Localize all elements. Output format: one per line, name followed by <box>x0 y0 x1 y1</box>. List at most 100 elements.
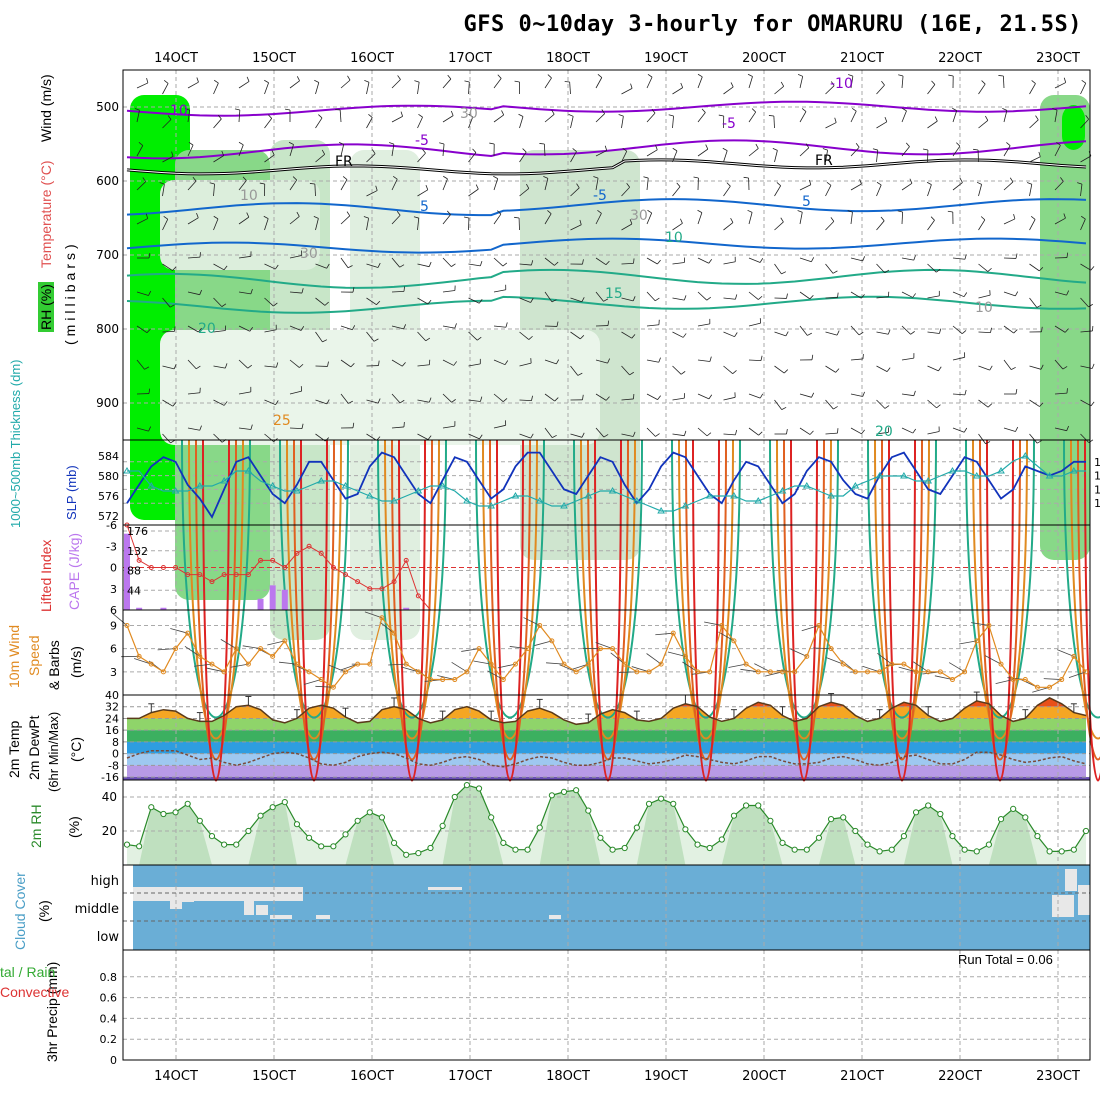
wind-barb <box>1029 297 1038 308</box>
wind-barb-flag <box>443 175 448 180</box>
rh2m-marker <box>645 800 653 807</box>
wind-barb-flag <box>1014 291 1019 297</box>
wind-barb-flag <box>859 179 862 185</box>
wind-barb <box>1029 219 1036 231</box>
li-marker <box>160 565 166 570</box>
wind-barb <box>952 393 965 396</box>
wind-barb-flag <box>822 148 828 151</box>
wind-barb-flag <box>964 254 967 260</box>
rh2m-marker <box>597 834 604 841</box>
wind10-barb <box>134 658 152 665</box>
temp2m-units: (°C) <box>68 736 84 762</box>
wind-barb <box>774 85 784 95</box>
wind-barb <box>748 212 753 225</box>
wind-barb <box>850 393 863 397</box>
wind-barb <box>672 262 685 265</box>
wind-barb-flag <box>1035 115 1039 121</box>
wind-barb-flag <box>1090 401 1095 407</box>
wind-barb <box>238 391 251 395</box>
wind-barb <box>774 399 783 410</box>
wind-barb-flag <box>342 176 348 180</box>
wind-barb <box>493 289 506 293</box>
wind-barb <box>1029 365 1042 370</box>
wind10-barb <box>958 640 977 645</box>
wind-barb-flag <box>422 148 426 154</box>
wind-barb <box>213 184 215 197</box>
wind-barb <box>1054 181 1064 191</box>
top-date-tick: 18OCT <box>546 51 590 66</box>
wind-barb <box>595 257 607 266</box>
wind-barb-flag <box>148 290 152 296</box>
wind-barb <box>646 212 653 225</box>
thickness-marker <box>123 467 131 474</box>
wind-barb <box>544 257 555 266</box>
wind-barb-flag <box>985 115 989 121</box>
li-marker <box>197 572 203 578</box>
thickness-marker <box>900 472 908 479</box>
wind10-marker <box>343 669 349 675</box>
wind10-marker <box>949 677 955 683</box>
rh2m-marker <box>864 841 871 848</box>
warm-plume <box>881 439 923 761</box>
wind-barb <box>672 331 684 338</box>
wind-barb-flag <box>413 216 419 219</box>
wind-barb <box>136 218 148 225</box>
wind-barb-flag <box>913 390 916 396</box>
temp-contour <box>126 198 1087 217</box>
rh-ytick: 20 <box>102 824 117 838</box>
wind-barb-flag <box>192 176 197 182</box>
wind-barb <box>697 291 708 301</box>
wind10-marker <box>695 669 701 675</box>
wind-barb <box>238 81 250 89</box>
thickness-marker <box>1045 472 1054 479</box>
wind-barb <box>543 143 546 157</box>
wind-barb <box>442 115 454 123</box>
warm-plume <box>489 439 531 761</box>
wind-barb-flag <box>514 216 520 219</box>
dewpt2m-line <box>126 749 1087 768</box>
wind-barb-flag <box>1077 182 1083 185</box>
wind-barb <box>595 178 599 191</box>
wind-barb <box>723 261 736 265</box>
wind10-marker <box>403 661 409 667</box>
wind-barb <box>621 151 628 163</box>
wind-barb <box>672 150 678 163</box>
rh2m-marker <box>184 800 191 807</box>
slp-line <box>126 451 1086 519</box>
wind-barb <box>748 393 761 399</box>
wind-barb-flag <box>296 76 300 81</box>
li-marker <box>294 550 300 556</box>
wind10-barb <box>704 621 722 626</box>
wind-barb <box>799 184 811 191</box>
wind-barb <box>468 152 477 163</box>
wind-barb-flag <box>551 109 555 115</box>
wind-barb <box>493 393 504 403</box>
wind-barb-flag <box>539 143 545 145</box>
wind-barb <box>621 116 624 129</box>
rh2m-marker <box>718 836 725 843</box>
wind-barb-flag <box>468 113 474 118</box>
wind10-marker <box>670 630 676 636</box>
wind-barb-flag <box>1088 303 1093 308</box>
wind10-barb <box>764 671 783 677</box>
cloud-gap <box>194 887 244 901</box>
rh2m-marker <box>1046 848 1053 855</box>
freezing-level-core <box>126 159 1087 175</box>
wind-barb-flag <box>629 371 634 376</box>
wind10-barb <box>995 679 1014 684</box>
wind-barb <box>927 84 936 95</box>
wind-barb-flag <box>1002 107 1008 111</box>
wind-barb-flag <box>605 260 610 265</box>
wind-barb-flag <box>809 295 814 300</box>
contour-label: 10 <box>170 103 188 119</box>
wind-barb <box>1002 75 1005 89</box>
wind10-marker <box>427 677 433 683</box>
wind-barb-flag <box>758 295 763 300</box>
wind-barb <box>1029 83 1036 95</box>
precip-ytick: 0.4 <box>100 1012 118 1025</box>
cloud-gap <box>549 915 561 919</box>
wind-barb-flag <box>832 270 838 274</box>
wind-barb <box>672 297 685 301</box>
wind10-marker <box>464 669 470 675</box>
rh2m-marker <box>876 848 883 855</box>
